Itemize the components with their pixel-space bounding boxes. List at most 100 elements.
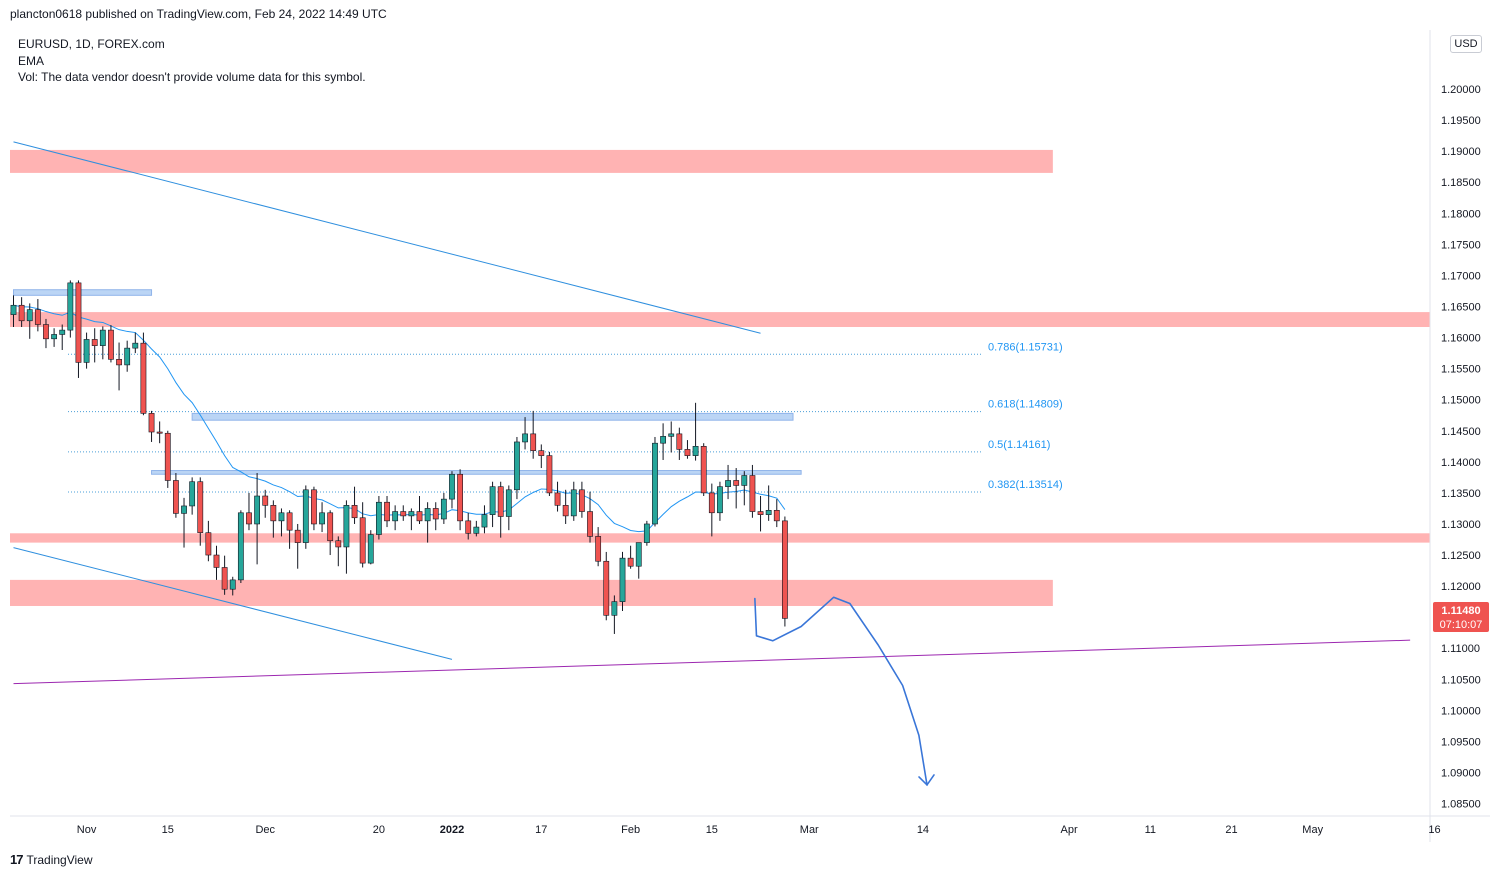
candle[interactable] (124, 340, 131, 372)
candle[interactable] (416, 496, 423, 524)
candle[interactable] (286, 510, 293, 549)
candle[interactable] (26, 303, 33, 339)
candle[interactable] (99, 326, 106, 360)
candle[interactable] (700, 443, 707, 497)
candle[interactable] (108, 325, 114, 363)
candle[interactable] (43, 318, 49, 349)
candle[interactable] (465, 512, 472, 540)
candle[interactable] (570, 481, 577, 521)
candle[interactable] (538, 444, 545, 469)
candle[interactable] (67, 280, 74, 338)
candle[interactable] (302, 485, 309, 549)
currency-button[interactable]: USD (1450, 35, 1482, 53)
candle[interactable] (246, 492, 252, 531)
resistance-zone-3[interactable] (10, 579, 1053, 606)
candle[interactable] (676, 427, 683, 460)
candle[interactable] (497, 481, 504, 538)
candle[interactable] (181, 497, 187, 548)
candle[interactable] (627, 545, 634, 569)
candle[interactable] (351, 486, 358, 524)
candle[interactable] (384, 496, 390, 528)
candle[interactable] (335, 536, 342, 567)
ema-legend-item[interactable]: EMA (18, 53, 45, 68)
candle[interactable] (189, 477, 196, 515)
candle[interactable] (59, 324, 66, 350)
candle[interactable] (197, 477, 204, 546)
candle[interactable] (749, 464, 756, 518)
candle[interactable] (116, 342, 122, 391)
candle[interactable] (554, 481, 561, 512)
candle[interactable] (229, 576, 236, 596)
candle[interactable] (440, 492, 447, 524)
candle[interactable] (156, 421, 163, 444)
candle[interactable] (692, 402, 699, 461)
candle[interactable] (83, 332, 90, 369)
candle[interactable] (34, 299, 41, 332)
candle[interactable] (408, 508, 415, 531)
candle[interactable] (205, 520, 212, 562)
price-chart[interactable]: 0.786(1.15731) 0.618(1.14809) 0.5(1.14161)… (10, 30, 1490, 842)
candle[interactable] (359, 502, 366, 568)
candle[interactable] (619, 551, 626, 611)
candle[interactable] (457, 469, 463, 531)
trendline-2[interactable] (13, 639, 1411, 685)
trendline-1[interactable] (13, 547, 453, 660)
candle[interactable] (10, 295, 17, 328)
candle[interactable] (562, 489, 569, 524)
support-zone-4[interactable] (13, 289, 153, 296)
candle[interactable] (392, 505, 399, 531)
candle[interactable] (327, 510, 334, 556)
candle[interactable] (375, 496, 382, 540)
candle[interactable] (725, 464, 731, 500)
candle[interactable] (237, 510, 244, 583)
candle[interactable] (587, 491, 593, 543)
candle[interactable] (294, 523, 301, 569)
candle[interactable] (481, 505, 488, 534)
candle[interactable] (514, 436, 520, 500)
candle[interactable] (530, 410, 537, 459)
candle[interactable] (522, 417, 528, 450)
candle[interactable] (635, 542, 642, 579)
symbol-info[interactable]: EURUSD, 1D, FOREX.com (18, 37, 165, 51)
candle[interactable] (611, 595, 618, 634)
candle[interactable] (278, 508, 285, 537)
resistance-zone-2[interactable] (10, 533, 1430, 543)
candle[interactable] (343, 500, 350, 574)
candle[interactable] (424, 502, 431, 543)
candle[interactable] (270, 500, 277, 538)
candle[interactable] (546, 451, 553, 497)
candle[interactable] (684, 440, 691, 459)
candle[interactable] (757, 496, 764, 532)
support-zone-6[interactable] (151, 470, 802, 475)
candle[interactable] (432, 502, 439, 531)
candle[interactable] (733, 468, 740, 509)
resistance-zone-1[interactable] (10, 312, 1430, 328)
candle[interactable] (741, 471, 748, 506)
candle[interactable] (603, 551, 610, 621)
candle[interactable] (140, 332, 147, 416)
candle[interactable] (91, 328, 98, 363)
candle[interactable] (708, 483, 715, 537)
resistance-zone-0[interactable] (10, 149, 1053, 173)
candle[interactable] (643, 520, 650, 546)
candle[interactable] (765, 485, 772, 521)
support-zone-5[interactable] (191, 412, 794, 421)
trendline-0[interactable] (13, 141, 761, 334)
candle[interactable] (18, 297, 25, 328)
candle[interactable] (578, 481, 585, 518)
candle[interactable] (400, 505, 407, 521)
candle[interactable] (652, 436, 658, 527)
candle[interactable] (164, 430, 171, 488)
candle[interactable] (773, 499, 780, 528)
candle[interactable] (75, 280, 82, 378)
candle[interactable] (367, 530, 374, 565)
candle[interactable] (449, 471, 455, 509)
candle[interactable] (173, 473, 179, 518)
candle[interactable] (213, 545, 220, 580)
projection-path[interactable] (754, 596, 928, 786)
candle[interactable] (254, 473, 260, 565)
candle[interactable] (717, 481, 723, 521)
candle[interactable] (781, 516, 788, 627)
candle[interactable] (595, 527, 602, 567)
candle[interactable] (505, 485, 512, 531)
